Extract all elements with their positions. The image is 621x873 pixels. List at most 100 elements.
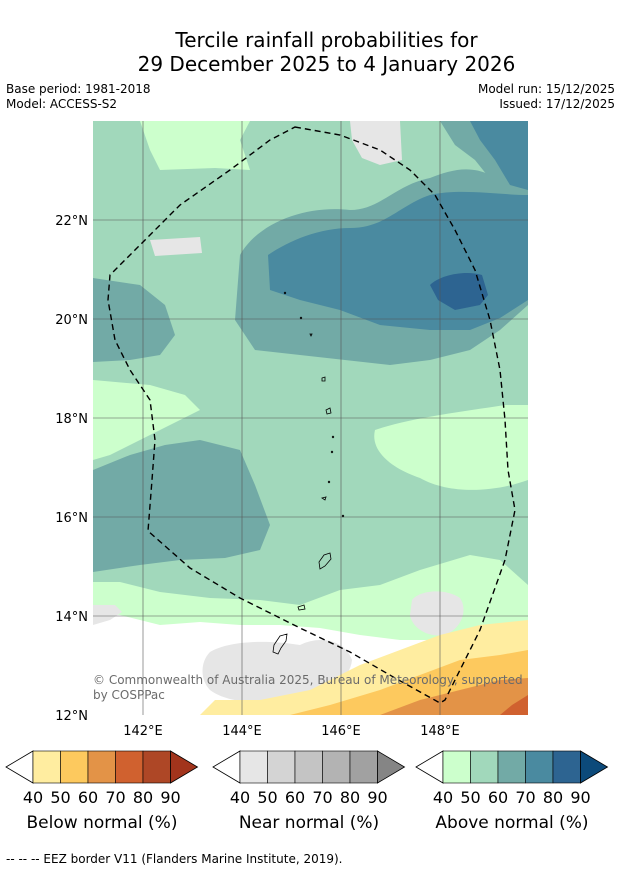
above-normal-70-region-north (470, 121, 528, 190)
colorbar-tick-label: 60 (488, 788, 508, 807)
colorbar-segment (87, 750, 116, 784)
colorbar-tick-label: 70 (515, 788, 535, 807)
lat-label-18n: 18°N (55, 412, 88, 427)
colorbar-segment (349, 750, 378, 784)
colorbar-extend-low (5, 750, 34, 784)
lat-label-14n: 14°N (55, 610, 88, 625)
longitude-labels: 142°E 144°E 146°E 148°E (123, 724, 460, 739)
colorbar-tick-label: 80 (340, 788, 360, 807)
colorbar-tick-label: 80 (543, 788, 563, 807)
colorbar-near-normal: 40 50 60 70 80 90 (212, 750, 406, 807)
eez-border (107, 126, 516, 704)
colorbar-segment (322, 750, 351, 784)
title-line-2: 29 December 2025 to 4 January 2026 (137, 52, 516, 76)
near-normal-40-patch-east (410, 591, 464, 636)
colorbar-tick-label: 90 (570, 788, 590, 807)
colorbars: 40 50 60 70 80 90 40 50 60 70 80 90 40 50 60 70 80 90 (5, 750, 609, 807)
lat-label-16n: 16°N (55, 511, 88, 526)
colorbar-tick-label: 40 (23, 788, 43, 807)
near-normal-40-patch-ne (150, 237, 202, 256)
colorbar-segment (142, 750, 171, 784)
grid-lines (93, 121, 528, 715)
colorbar-label-above: Above normal (%) (435, 813, 589, 833)
island-anatahan (321, 496, 327, 501)
near-normal-40-patch-center (202, 640, 352, 702)
copyright-line-1: © Commonwealth of Australia 2025, Bureau… (93, 673, 523, 687)
colorbar-tick-label: 50 (460, 788, 480, 807)
above-normal-40-patch-west (93, 380, 200, 460)
below-normal-70-region (500, 695, 528, 715)
colorbar-segment (294, 750, 323, 784)
colorbar-tick-label: 40 (433, 788, 453, 807)
colorbar-segment (470, 750, 499, 784)
model-run: Model run: 15/12/2025 (477, 82, 615, 96)
islands (272, 291, 345, 655)
map-title: Tercile rainfall probabilities for 29 De… (0, 28, 621, 76)
colorbar-segment (552, 750, 581, 784)
colorbar-segment (497, 750, 526, 784)
island-uracas (299, 316, 303, 320)
meta-left: Base period: 1981-2018 Model: ACCESS-S2 (6, 82, 151, 112)
island-farallon (341, 514, 345, 518)
colorbar-tick-label: 80 (133, 788, 153, 807)
lat-label-22n: 22°N (55, 214, 88, 229)
colorbar-segment (239, 750, 268, 784)
colorbar-label-near: Near normal (%) (238, 813, 380, 833)
above-normal-80-region (430, 273, 488, 310)
lat-label-12n: 12°N (55, 709, 88, 724)
colorbar-extend-high (377, 750, 406, 784)
above-normal-60-region-west (93, 278, 175, 362)
base-period: Base period: 1981-2018 (6, 82, 151, 96)
island-pagan (325, 407, 332, 415)
colorbar-segment (60, 750, 89, 784)
colorbar-tick-label: 50 (50, 788, 70, 807)
lon-label-148e: 148°E (420, 724, 460, 739)
title-line-1: Tercile rainfall probabilities for (175, 28, 478, 52)
colorbar-tick-label: 90 (367, 788, 387, 807)
lon-label-146e: 146°E (321, 724, 361, 739)
island-north (283, 291, 287, 295)
colorbar-extend-high (580, 750, 609, 784)
colorbar-segment (442, 750, 471, 784)
eez-footnote: -- -- -- EEZ border V11 (Flanders Marine… (6, 852, 343, 866)
colorbar-tick-label: 70 (312, 788, 332, 807)
island-alamagan (331, 435, 335, 439)
island-asuncion (321, 376, 326, 382)
colorbar-tick-label: 40 (230, 788, 250, 807)
near-normal-40-patch-west (93, 605, 122, 625)
colorbar-extend-high (170, 750, 199, 784)
island-guam (272, 633, 288, 655)
colorbar-segment (267, 750, 296, 784)
colorbar-below-normal: 40 50 60 70 80 90 (5, 750, 199, 807)
near-normal-40-patch-north (350, 121, 402, 165)
lon-label-142e: 142°E (123, 724, 163, 739)
colorbar-tick-label: 70 (105, 788, 125, 807)
latitude-labels: 22°N 20°N 18°N 16°N 14°N 12°N (55, 214, 88, 724)
colorbar-above-normal: 40 50 60 70 80 90 (415, 750, 609, 807)
above-normal-60-region-south (93, 440, 270, 572)
colorbar-tick-label: 60 (285, 788, 305, 807)
island-guguan (330, 450, 334, 454)
above-normal-40-patch-east (374, 405, 528, 490)
colorbar-tick-label: 90 (160, 788, 180, 807)
meta-right: Model run: 15/12/2025 Issued: 17/12/2025 (478, 82, 615, 112)
colorbar-segment (32, 750, 61, 784)
island-rota (297, 604, 306, 611)
map-figure: © Commonwealth of Australia 2025, Bureau… (55, 121, 528, 739)
colorbar-tick-label: 50 (257, 788, 277, 807)
island-maug (309, 333, 313, 337)
model-name: Model: ACCESS-S2 (6, 97, 118, 111)
colorbar-tick-label: 60 (78, 788, 98, 807)
colorbar-segment (115, 750, 144, 784)
colorbar-label-below: Below normal (%) (26, 813, 178, 833)
below-normal-60-region (380, 678, 528, 715)
colorbar-extend-low (415, 750, 444, 784)
lon-label-144e: 144°E (222, 724, 262, 739)
colorbar-extend-low (212, 750, 241, 784)
island-saipan (318, 552, 332, 570)
lat-label-20n: 20°N (55, 313, 88, 328)
island-sarigan (327, 480, 331, 484)
issued-date: Issued: 17/12/2025 (499, 97, 615, 111)
colorbar-segment (525, 750, 554, 784)
copyright-line-2: by COSPPac (93, 688, 165, 702)
